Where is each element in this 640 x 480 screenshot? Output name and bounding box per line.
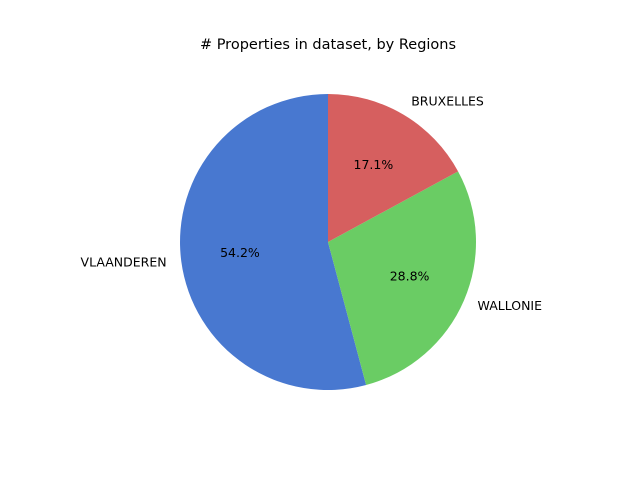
pie-slice-vlaanderen [180,94,367,391]
pie-pct-vlaanderen: 54.2% [220,245,260,260]
pie-label-vlaanderen: VLAANDEREN [81,255,167,270]
pie-labels: VLAANDEREN 54.2% WALLONIE 28.8% BRUXELLES 17.… [81,94,543,313]
pie-slice-wallonie [328,171,476,386]
pie-pct-wallonie: 28.8% [390,269,430,284]
chart-title: # Properties in dataset, by Regions [200,37,456,53]
pie-slice-bruxelles [328,94,459,242]
pie-pct-bruxelles: 17.1% [354,157,394,172]
pie-label-bruxelles: BRUXELLES [411,94,484,109]
pie-label-wallonie: WALLONIE [478,298,543,313]
pie-slices [180,94,476,391]
